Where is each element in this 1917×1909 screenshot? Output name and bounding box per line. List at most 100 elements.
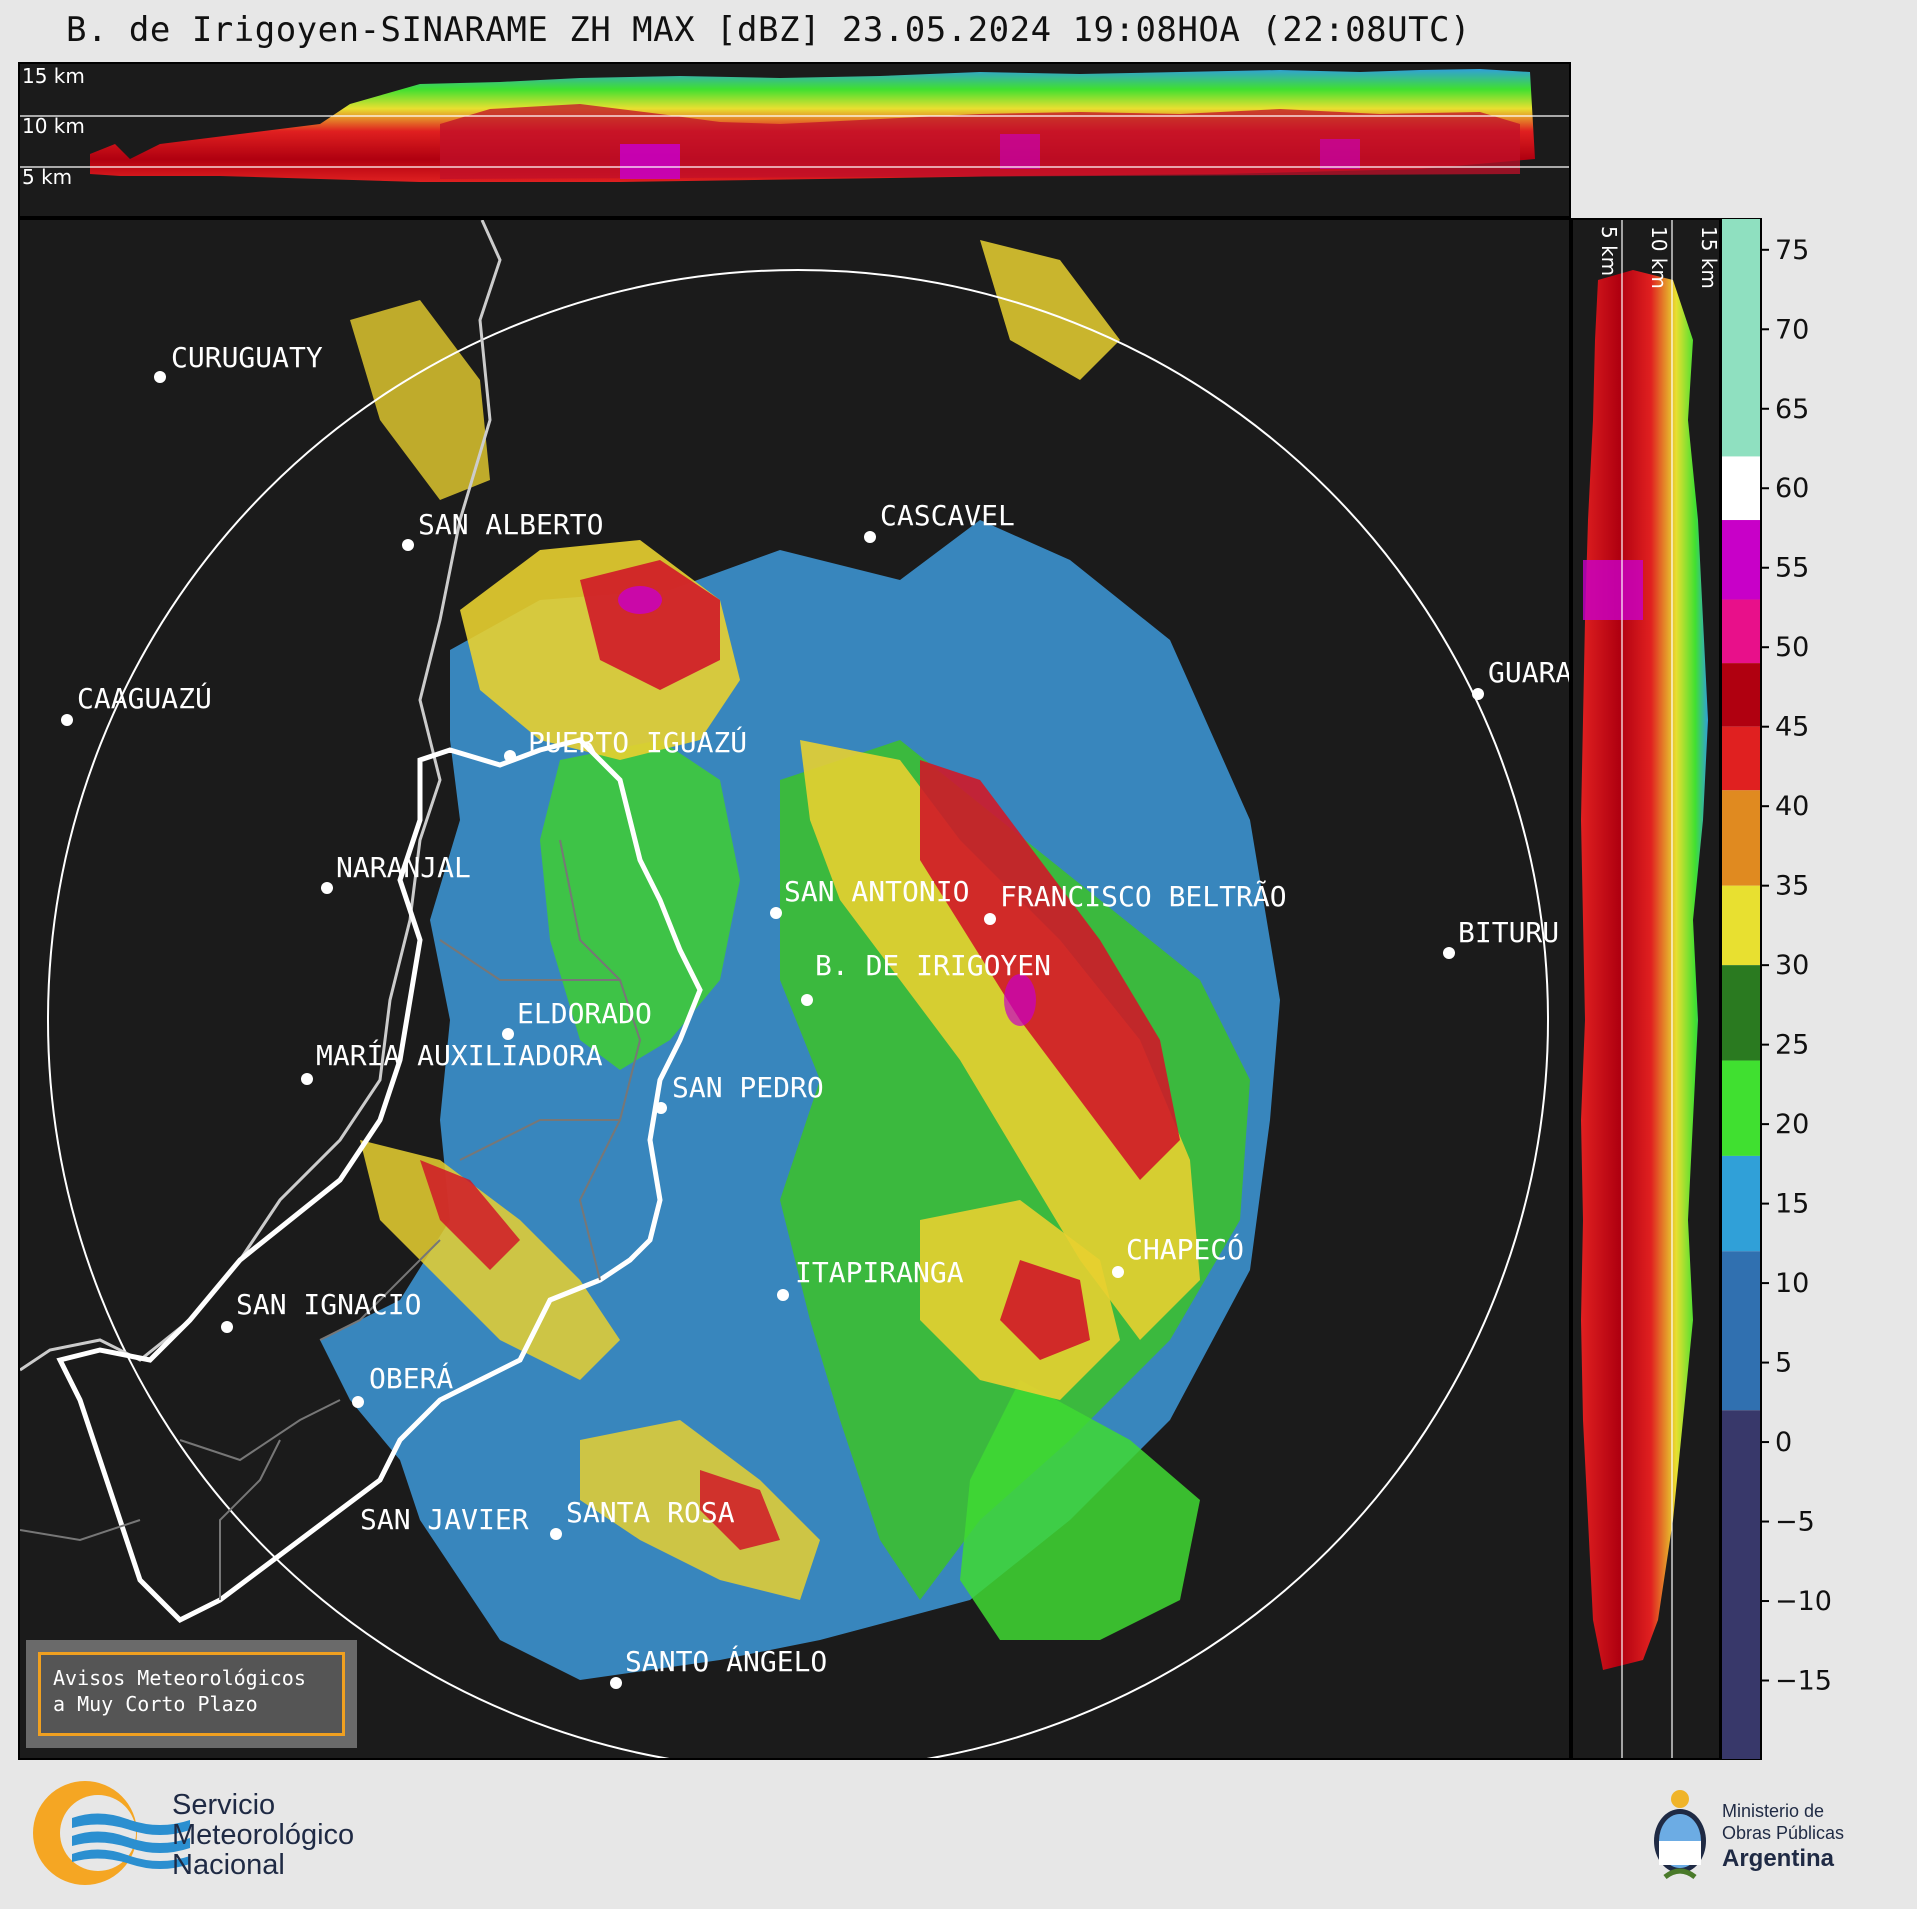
colorbar-tick-label: −15 (1775, 1666, 1832, 1697)
city-san-antonio[interactable]: SAN ANTONIO (770, 875, 969, 919)
echo-red-core-chapeco (1000, 1260, 1090, 1360)
side-echo-body (1581, 270, 1708, 1670)
svg-text:CAAGUAZÚ: CAAGUAZÚ (77, 681, 212, 715)
colorbar-tick-label: 20 (1775, 1109, 1809, 1140)
colorbar-frame (1721, 218, 1762, 1760)
top-echo-magenta-3 (1320, 139, 1360, 169)
colorbar-tick-label: 15 (1775, 1189, 1809, 1220)
echo-green-field-west (540, 740, 740, 1070)
side-cross-section-svg: 5 km 10 km 15 km (1581, 220, 1721, 1758)
colorbar-band (1721, 1060, 1761, 1156)
svg-text:CURUGUATY: CURUGUATY (171, 341, 323, 374)
city-bituru[interactable]: BITURU (1443, 916, 1559, 959)
city-puerto-iguazu[interactable]: PUERTO IGUAZÚ (504, 725, 747, 762)
smn-name-line-2: Meteorológico (172, 1819, 355, 1851)
echo-magenta-cell (618, 586, 662, 614)
svg-text:MARÍA AUXILIADORA: MARÍA AUXILIADORA (316, 1038, 603, 1072)
colorbar-band (1721, 726, 1761, 791)
city-obera[interactable]: OBERÁ (352, 1361, 453, 1408)
argentina-coat-of-arms-icon (1654, 1790, 1706, 1880)
echo-red-core-ne (920, 760, 1180, 1180)
colorbar-tick-label: 70 (1775, 314, 1809, 345)
colorbar-tick-label: 25 (1775, 1030, 1809, 1061)
ministry-name: Ministerio de Obras Públicas Argentina (1722, 1800, 1844, 1874)
colorbar-tick-label: 55 (1775, 553, 1809, 584)
city-itapiranga[interactable]: ITAPIRANGA (777, 1256, 964, 1301)
map-title: B. de Irigoyen-SINARAME ZH MAX [dBZ] 23.… (66, 10, 1471, 50)
colorbar-band (1721, 599, 1761, 664)
svg-text:NARANJAL: NARANJAL (336, 851, 471, 884)
city-chapeco[interactable]: CHAPECÓ (1112, 1232, 1244, 1278)
city-san-ignacio[interactable]: SAN IGNACIO (221, 1288, 421, 1333)
echo-magenta-cell-2 (1004, 974, 1036, 1026)
city-cascavel[interactable]: CASCAVEL (864, 499, 1015, 543)
echo-red-core-s (700, 1470, 780, 1550)
city-maria-auxiliadora[interactable]: MARÍA AUXILIADORA (301, 1038, 603, 1085)
colorbar-band (1721, 663, 1761, 727)
top-echo-magenta (620, 144, 680, 179)
svg-text:PUERTO IGUAZÚ: PUERTO IGUAZÚ (528, 725, 747, 759)
city-francisco-beltrao[interactable]: FRANCISCO BELTRÃO (984, 880, 1287, 925)
colorbar-band (1721, 965, 1761, 1061)
city-curuguaty[interactable]: CURUGUATY (154, 341, 323, 383)
svg-text:SAN PEDRO: SAN PEDRO (672, 1071, 824, 1104)
echo-red-core-nw (580, 560, 720, 690)
colorbar-tick-label: 60 (1775, 473, 1809, 504)
svg-text:SAN ANTONIO: SAN ANTONIO (784, 875, 969, 908)
radar-echo-layer (320, 240, 1280, 1680)
colorbar-tick-label: 45 (1775, 712, 1809, 743)
colorbar-tick-label: 30 (1775, 950, 1809, 981)
colorbar-band (1721, 456, 1761, 521)
colorbar-tick-label: 0 (1775, 1427, 1792, 1458)
echo-yellow-band-ne (800, 740, 1200, 1340)
city-san-pedro[interactable]: SAN PEDRO (655, 1071, 824, 1114)
city-san-alberto[interactable]: SAN ALBERTO (402, 508, 603, 551)
ministry-name-line-1: Ministerio de (1722, 1801, 1825, 1821)
side-height-label-10km: 10 km (1647, 226, 1671, 289)
city-caaguazu[interactable]: CAAGUAZÚ (61, 681, 212, 726)
colorbar-tick-label: −10 (1775, 1586, 1832, 1617)
svg-text:SAN JAVIER: SAN JAVIER (360, 1503, 529, 1536)
side-height-label-15km: 15 km (1697, 226, 1721, 289)
city-b-de-irigoyen[interactable]: B. DE IRIGOYEN (801, 949, 1051, 1006)
svg-text:B. DE IRIGOYEN: B. DE IRIGOYEN (815, 949, 1051, 982)
colorbar-band (1721, 790, 1761, 886)
side-cross-section-panel: 5 km 10 km 15 km (1571, 218, 1721, 1760)
city-guara[interactable]: GUARA (1472, 656, 1571, 700)
city-naranjal[interactable]: NARANJAL (321, 851, 471, 894)
svg-text:SANTA ROSA: SANTA ROSA (566, 1496, 735, 1529)
top-cross-section-panel: 15 km 10 km 5 km (18, 62, 1571, 218)
short-term-warnings-badge[interactable]: Avisos Meteorológicos a Muy Corto Plazo (38, 1652, 345, 1736)
city-santo-angelo[interactable]: SANTO ÁNGELO (610, 1644, 827, 1689)
notice-line-2: a Muy Corto Plazo (53, 1692, 258, 1716)
echo-green-field-south (960, 1380, 1200, 1640)
city-santa-rosa[interactable]: SANTA ROSA (550, 1496, 735, 1540)
svg-text:ITAPIRANGA: ITAPIRANGA (795, 1256, 964, 1289)
colorbar-tick-label: 40 (1775, 791, 1809, 822)
svg-text:SANTO ÁNGELO: SANTO ÁNGELO (625, 1644, 827, 1678)
radar-map-panel[interactable]: CURUGUATY SAN ALBERTO CASCAVEL CAAGUAZÚ … (18, 218, 1571, 1760)
svg-text:GUARA: GUARA (1488, 656, 1571, 689)
colorbar-band (1721, 520, 1761, 600)
top-cross-section-svg: 15 km 10 km 5 km (20, 64, 1569, 189)
notice-line-1: Avisos Meteorológicos (53, 1666, 306, 1690)
echo-yellow-band-nne (980, 240, 1120, 380)
colorbar-tick-label: 50 (1775, 632, 1809, 663)
radar-map-svg: CURUGUATY SAN ALBERTO CASCAVEL CAAGUAZÚ … (20, 220, 1571, 1758)
city-markers: CURUGUATY SAN ALBERTO CASCAVEL CAAGUAZÚ … (61, 341, 1571, 1689)
colorbar-band (1721, 1155, 1761, 1252)
side-echo-magenta (1583, 560, 1643, 620)
city-san-javier[interactable]: SAN JAVIER (360, 1503, 529, 1536)
smn-logo-icon (33, 1781, 190, 1885)
city-eldorado[interactable]: ELDORADO (502, 997, 652, 1040)
top-height-label-15km: 15 km (22, 64, 85, 88)
echo-yellow-band-nw-strip (350, 300, 490, 500)
colorbar-tick-label: −5 (1775, 1507, 1815, 1538)
colorbar-tick-label: 10 (1775, 1268, 1809, 1299)
ministry-name-line-3: Argentina (1722, 1845, 1835, 1872)
smn-name: Servicio Meteorológico Nacional (172, 1790, 354, 1880)
top-height-label-10km: 10 km (22, 114, 85, 138)
side-height-label-5km: 5 km (1597, 226, 1621, 276)
colorbar-band (1721, 1410, 1761, 1760)
